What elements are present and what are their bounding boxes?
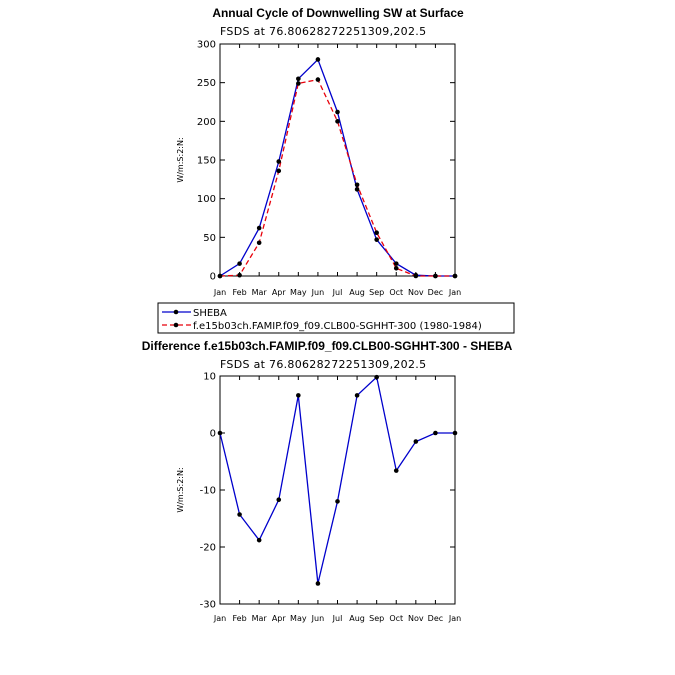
top-series-point-1 xyxy=(393,265,399,271)
bottom-x-tick-label: Nov xyxy=(408,614,424,623)
top-y-tick-label: 200 xyxy=(197,117,216,128)
bottom-series-point-0 xyxy=(413,439,419,444)
top-y-axis-label: W/m:S:2:N: xyxy=(176,137,185,182)
top-series-lines xyxy=(219,58,455,277)
bottom-series-point-0 xyxy=(433,430,438,436)
top-y-tick-label: 50 xyxy=(203,233,216,244)
bottom-series-point-0 xyxy=(296,393,301,398)
bottom-series-point-0 xyxy=(452,430,458,436)
top-y-tick-label: 150 xyxy=(197,156,216,167)
bottom-series-point-0 xyxy=(315,581,321,586)
bottom-series-lines xyxy=(219,375,455,584)
top-chart-subtitle: FSDS at 76.80628272251309,202.5 xyxy=(220,25,426,38)
bottom-series-point-0 xyxy=(393,468,399,473)
bottom-x-tick-label: Jan xyxy=(448,614,461,623)
top-series-point-0 xyxy=(393,261,399,266)
top-series-point-1 xyxy=(335,119,340,124)
bottom-series-point-0 xyxy=(354,393,360,398)
top-series-point-1 xyxy=(452,273,458,279)
bottom-x-tick-label: Sep xyxy=(369,614,384,623)
top-series-point-1 xyxy=(237,272,242,278)
top-series-point-1 xyxy=(413,273,419,279)
top-y-tick-label: 0 xyxy=(210,272,216,283)
bottom-x-tick-label: Oct xyxy=(389,614,403,623)
top-x-tick-label: Aug xyxy=(349,288,365,297)
bottom-chart-subtitle: FSDS at 76.80628272251309,202.5 xyxy=(220,358,426,371)
top-series-point-1 xyxy=(433,273,438,279)
bottom-series-points xyxy=(217,374,458,586)
top-x-tick-label: Nov xyxy=(408,288,424,297)
bottom-x-tick-label: Mar xyxy=(252,614,268,623)
top-series-point-0 xyxy=(374,237,379,242)
top-panel: Annual Cycle of Downwelling SW at Surfac… xyxy=(176,6,464,297)
top-series-point-0 xyxy=(256,225,262,231)
top-series-point-0 xyxy=(237,261,242,266)
top-y-tick-label: 300 xyxy=(197,40,216,51)
top-series-point-1 xyxy=(217,273,223,279)
bottom-series-point-0 xyxy=(374,374,379,380)
top-series-point-1 xyxy=(315,77,321,82)
top-series-point-0 xyxy=(296,76,301,82)
bottom-axis-ticks: Jan Feb Mar Apr May Jun Jul Aug Sep Oct Nov Dec Jan -… xyxy=(200,372,462,624)
top-x-tick-label: Jan xyxy=(448,288,461,297)
bottom-x-tick-label: Apr xyxy=(272,614,287,623)
top-x-tick-label: Dec xyxy=(428,288,443,297)
top-series-point-1 xyxy=(374,230,379,235)
bottom-x-tick-label: Jan xyxy=(213,614,226,623)
legend: SHEBA f.e15b03ch.FAMIP.f09_f09.CLB00-SGH… xyxy=(157,302,515,334)
bottom-series-point-0 xyxy=(217,430,223,436)
top-series-points xyxy=(217,57,458,279)
bottom-series-point-0 xyxy=(256,537,262,543)
top-x-tick-label: Jul xyxy=(332,288,343,297)
bottom-series-point-0 xyxy=(237,512,242,517)
bottom-y-tick-label: 10 xyxy=(203,372,216,383)
bottom-y-tick-label: 0 xyxy=(210,429,216,440)
bottom-plot-frame xyxy=(219,375,456,605)
bottom-x-tick-label: May xyxy=(290,614,307,623)
top-y-tick-label: 250 xyxy=(197,78,216,89)
top-x-tick-label: Jan xyxy=(213,288,226,297)
top-x-tick-label: Mar xyxy=(252,288,268,297)
top-series-point-0 xyxy=(315,57,321,62)
bottom-x-tick-label: Feb xyxy=(232,614,246,623)
top-y-tick-label: 100 xyxy=(197,194,216,205)
top-series-point-1 xyxy=(276,168,282,174)
bottom-series-point-0 xyxy=(335,499,340,504)
top-series-point-1 xyxy=(354,182,360,188)
bottom-y-tick-label: -30 xyxy=(200,600,216,611)
top-axis-ticks: Jan Feb Mar Apr May Jun Jul Aug Sep Oct Nov Dec Jan 0… xyxy=(197,40,461,298)
top-x-tick-label: Apr xyxy=(272,288,287,297)
bottom-x-tick-label: Jun xyxy=(311,614,325,623)
top-series-line-1 xyxy=(219,78,455,277)
bottom-y-tick-label: -20 xyxy=(200,543,216,554)
top-x-tick-label: May xyxy=(290,288,307,297)
top-series-point-0 xyxy=(335,109,340,115)
legend-box xyxy=(157,302,515,334)
legend-label-model: f.e15b03ch.FAMIP.f09_f09.CLB00-SGHHT-300… xyxy=(193,321,482,332)
top-plot-frame xyxy=(219,43,456,277)
bottom-panel: Difference f.e15b03ch.FAMIP.f09_f09.CLB0… xyxy=(142,339,513,623)
bottom-series-line-0 xyxy=(219,375,455,584)
top-series-point-1 xyxy=(296,81,301,86)
bottom-x-tick-label: Aug xyxy=(349,614,365,623)
bottom-x-tick-label: Dec xyxy=(428,614,443,623)
bottom-chart-title: Difference f.e15b03ch.FAMIP.f09_f09.CLB0… xyxy=(142,339,513,353)
bottom-series-point-0 xyxy=(276,497,282,502)
bottom-x-tick-label: Jul xyxy=(332,614,343,623)
top-series-point-0 xyxy=(276,159,282,164)
bottom-y-axis-label: W/m:S:2:N: xyxy=(176,467,185,512)
top-x-tick-label: Jun xyxy=(311,288,325,297)
top-series-line-0 xyxy=(219,58,455,277)
top-series-point-1 xyxy=(256,240,262,246)
bottom-y-tick-label: -10 xyxy=(200,486,216,497)
legend-label-sheba: SHEBA xyxy=(193,308,227,319)
top-x-tick-label: Oct xyxy=(389,288,403,297)
legend-marker-sheba xyxy=(173,309,179,315)
top-x-tick-label: Feb xyxy=(232,288,246,297)
top-chart-title: Annual Cycle of Downwelling SW at Surfac… xyxy=(212,6,464,20)
top-series-point-0 xyxy=(354,187,360,192)
legend-marker-model xyxy=(173,322,179,328)
top-x-tick-label: Sep xyxy=(369,288,384,297)
